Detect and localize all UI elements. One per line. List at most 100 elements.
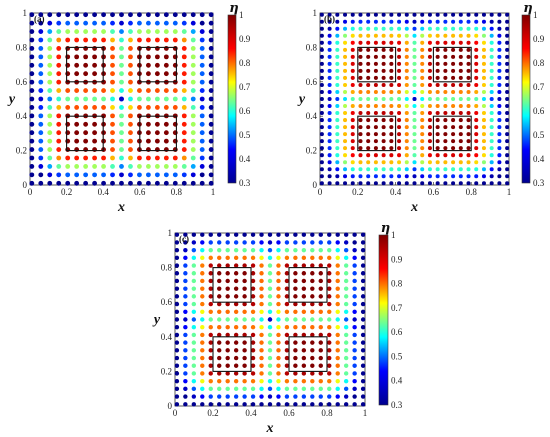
data-point bbox=[110, 147, 115, 152]
data-point bbox=[366, 12, 371, 17]
data-point bbox=[343, 325, 349, 330]
data-point bbox=[145, 147, 151, 152]
data-point bbox=[381, 132, 386, 137]
data-point bbox=[466, 54, 471, 59]
data-point bbox=[259, 271, 264, 276]
data-point bbox=[225, 286, 230, 291]
data-point bbox=[335, 111, 340, 116]
data-point bbox=[276, 355, 281, 361]
data-point bbox=[381, 47, 386, 52]
data-point bbox=[489, 111, 494, 116]
data-point bbox=[318, 363, 323, 368]
data-point bbox=[327, 394, 332, 399]
data-point bbox=[293, 402, 298, 407]
data-point bbox=[489, 160, 494, 165]
data-point bbox=[319, 104, 324, 109]
data-point bbox=[250, 278, 256, 284]
data-point bbox=[350, 19, 355, 24]
y-tick-label: 0 bbox=[168, 401, 173, 411]
data-point bbox=[360, 378, 366, 384]
y-tick-label: 0.6 bbox=[306, 77, 318, 87]
data-point bbox=[373, 160, 378, 165]
data-point bbox=[293, 232, 298, 237]
data-point bbox=[154, 96, 160, 102]
data-point bbox=[38, 37, 44, 43]
data-point bbox=[101, 172, 106, 178]
data-point bbox=[327, 301, 332, 307]
data-point bbox=[360, 317, 366, 322]
data-point bbox=[420, 160, 425, 165]
data-point bbox=[119, 138, 124, 144]
data-point bbox=[284, 325, 290, 330]
data-point bbox=[128, 20, 133, 26]
data-point bbox=[481, 19, 486, 24]
data-point bbox=[310, 309, 315, 314]
data-point bbox=[397, 111, 402, 116]
data-point bbox=[343, 301, 349, 307]
data-point bbox=[119, 147, 124, 152]
data-point bbox=[217, 247, 222, 253]
panel-a: 0 0.2 0.4 0.6 0.8 100.20.40.60.81(a)xy0.30.40… bbox=[7, 1, 251, 215]
data-point bbox=[145, 180, 151, 186]
data-point bbox=[343, 96, 348, 102]
data-point bbox=[327, 19, 332, 24]
data-point bbox=[200, 255, 205, 261]
data-point bbox=[47, 96, 53, 102]
data-point bbox=[389, 104, 394, 109]
x-tick-label: 0 bbox=[318, 187, 323, 197]
data-point bbox=[183, 348, 188, 353]
data-point bbox=[360, 325, 366, 330]
data-point bbox=[259, 378, 264, 384]
y-tick-label: 0.4 bbox=[16, 111, 28, 121]
data-point bbox=[208, 386, 213, 392]
data-point bbox=[92, 37, 98, 43]
data-point bbox=[199, 121, 205, 127]
region-box bbox=[432, 115, 472, 152]
panel-b: 0 0.2 0.4 0.6 0.8 100.20.40.60.81(b)xy0.30.40… bbox=[297, 1, 545, 215]
data-point bbox=[366, 160, 371, 165]
data-point bbox=[200, 278, 205, 284]
data-point bbox=[443, 146, 448, 151]
data-point bbox=[327, 317, 332, 322]
data-point bbox=[360, 355, 366, 361]
data-point bbox=[420, 19, 425, 24]
data-point bbox=[163, 96, 169, 102]
data-point bbox=[199, 37, 205, 43]
data-point bbox=[200, 355, 205, 361]
data-point bbox=[293, 355, 298, 361]
data-point bbox=[250, 263, 256, 268]
data-point bbox=[217, 294, 222, 299]
data-point bbox=[358, 181, 363, 186]
data-point bbox=[358, 40, 363, 45]
data-point bbox=[420, 12, 425, 17]
data-point bbox=[137, 88, 142, 93]
data-point bbox=[174, 340, 180, 345]
data-point bbox=[443, 125, 448, 130]
colorbar-tick-label: 0.8 bbox=[533, 58, 545, 68]
data-point bbox=[174, 394, 180, 399]
data-point bbox=[358, 118, 363, 123]
data-point bbox=[110, 172, 115, 178]
data-point bbox=[293, 378, 298, 384]
data-point bbox=[208, 286, 213, 291]
data-point bbox=[163, 164, 169, 169]
data-point bbox=[474, 160, 479, 165]
data-point bbox=[56, 79, 62, 85]
data-point bbox=[343, 286, 349, 291]
data-point bbox=[65, 155, 71, 161]
data-point bbox=[366, 68, 371, 73]
data-point bbox=[343, 146, 348, 151]
data-point bbox=[38, 54, 44, 60]
data-point bbox=[101, 88, 106, 93]
data-point bbox=[489, 12, 494, 17]
data-point bbox=[191, 255, 197, 261]
data-point bbox=[233, 325, 239, 330]
data-point bbox=[119, 79, 124, 85]
data-point bbox=[65, 62, 71, 68]
data-point bbox=[267, 255, 273, 261]
data-point bbox=[225, 232, 230, 237]
data-point bbox=[242, 294, 247, 299]
data-point bbox=[360, 386, 366, 392]
data-point bbox=[474, 12, 479, 17]
